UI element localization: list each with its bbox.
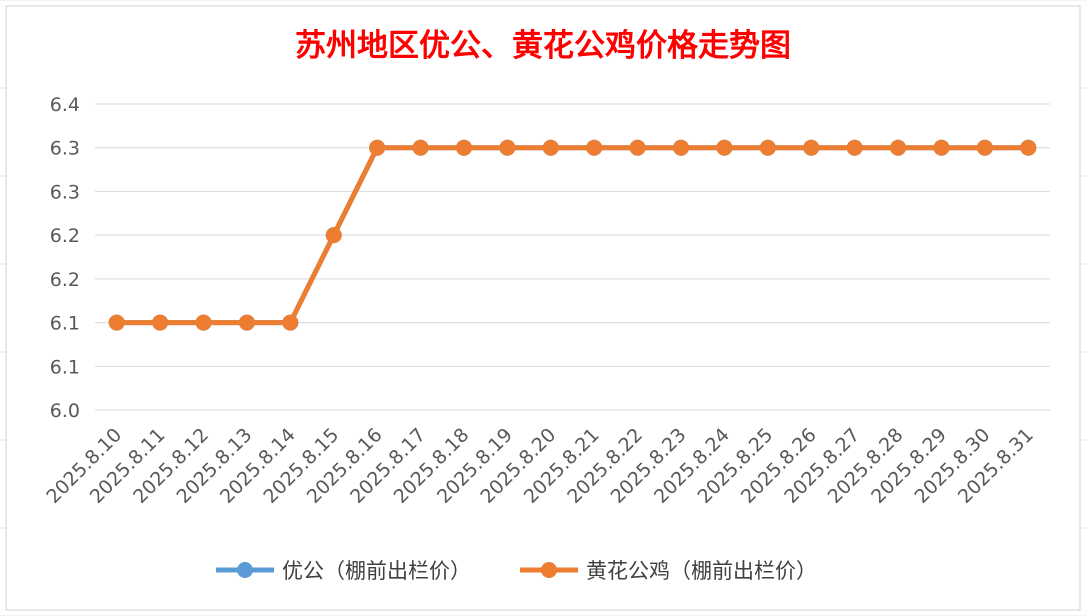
y-tick-label: 6.4 — [50, 94, 80, 116]
legend[interactable]: 优公（棚前出栏价） 黄花公鸡（棚前出栏价） — [216, 559, 817, 583]
legend-marker — [237, 562, 253, 578]
data-point[interactable] — [108, 314, 125, 331]
legend-label: 优公（棚前出栏价） — [282, 559, 471, 583]
data-point[interactable] — [412, 139, 429, 156]
legend-marker — [541, 562, 557, 578]
data-point[interactable] — [933, 139, 950, 156]
data-point[interactable] — [716, 139, 733, 156]
data-point[interactable] — [282, 314, 299, 331]
data-point[interactable] — [499, 139, 516, 156]
data-point[interactable] — [1020, 139, 1037, 156]
data-point[interactable] — [586, 139, 603, 156]
y-tick-label: 6.3 — [50, 138, 80, 160]
data-point[interactable] — [890, 139, 907, 156]
legend-item[interactable]: 优公（棚前出栏价） — [216, 559, 471, 583]
y-tick-label: 6.1 — [50, 313, 80, 335]
data-point[interactable] — [759, 139, 776, 156]
y-axis: 6.0 6.1 6.1 6.2 6.2 6.3 6.3 6.4 — [50, 94, 80, 422]
y-tick-label: 6.0 — [50, 400, 80, 422]
legend-item[interactable]: 黄花公鸡（棚前出栏价） — [520, 559, 817, 583]
chart-area-frame[interactable] — [5, 5, 1081, 611]
y-tick-label: 6.2 — [50, 269, 80, 291]
data-point[interactable] — [673, 139, 690, 156]
data-point[interactable] — [238, 314, 255, 331]
data-point[interactable] — [325, 227, 342, 244]
series-2[interactable] — [108, 139, 1037, 331]
data-point[interactable] — [195, 314, 212, 331]
data-point[interactable] — [152, 314, 169, 331]
data-point[interactable] — [369, 139, 386, 156]
y-tick-label: 6.1 — [50, 356, 80, 378]
x-axis: 2025.8.102025.8.112025.8.122025.8.132025… — [42, 424, 1038, 508]
chart-title: 苏州地区优公、黄花公鸡价格走势图 — [295, 28, 791, 64]
y-tick-label: 6.3 — [50, 181, 80, 203]
plot-area[interactable] — [108, 139, 1037, 331]
data-point[interactable] — [542, 139, 559, 156]
y-tick-label: 6.2 — [50, 225, 80, 247]
data-point[interactable] — [976, 139, 993, 156]
data-point[interactable] — [455, 139, 472, 156]
data-point[interactable] — [629, 139, 646, 156]
series-line[interactable] — [114, 145, 1031, 326]
legend-label: 黄花公鸡（棚前出栏价） — [586, 559, 817, 583]
data-point[interactable] — [846, 139, 863, 156]
data-point[interactable] — [803, 139, 820, 156]
